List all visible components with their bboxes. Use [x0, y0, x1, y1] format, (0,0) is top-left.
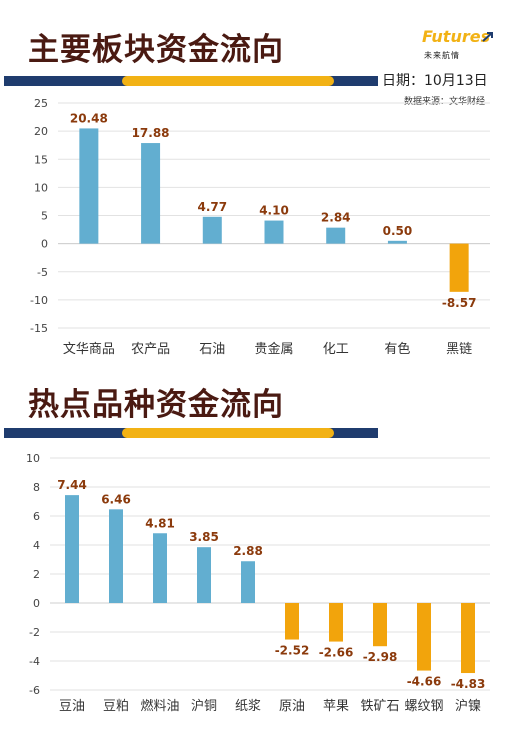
- bar: [109, 509, 123, 603]
- y-tick-label: -6: [29, 684, 40, 697]
- y-tick-label: 10: [26, 452, 40, 465]
- y-tick-label: 10: [34, 181, 48, 194]
- bar: [153, 533, 167, 603]
- data-label: 6.46: [101, 492, 131, 506]
- y-tick-label: -5: [37, 266, 48, 279]
- bar: [373, 603, 387, 647]
- bar: [241, 561, 255, 603]
- data-label: -2.52: [275, 644, 310, 658]
- x-category-label: 苹果: [323, 699, 349, 714]
- data-label: 2.84: [321, 211, 351, 225]
- data-label: 2.88: [233, 544, 263, 558]
- bar: [326, 227, 346, 244]
- data-label: 4.77: [197, 200, 227, 214]
- x-category-label: 石油: [199, 342, 225, 357]
- logo-arrow-icon: [482, 32, 493, 42]
- data-label: 17.88: [132, 126, 170, 140]
- x-category-label: 沪铜: [191, 698, 217, 714]
- x-category-label: 有色: [384, 341, 410, 357]
- x-category-label: 化工: [323, 342, 349, 357]
- x-category-label: 贵金属: [254, 341, 293, 357]
- y-tick-label: -10: [30, 294, 48, 307]
- x-category-label: 豆粕: [103, 699, 129, 714]
- y-tick-label: 0: [41, 238, 48, 251]
- y-tick-label: 0: [33, 597, 40, 610]
- logo-subtitle: 未来航情: [424, 51, 460, 60]
- x-category-label: 文华商品: [63, 342, 115, 357]
- y-tick-label: 8: [33, 481, 40, 494]
- bar: [141, 143, 161, 244]
- y-tick-label: 4: [33, 539, 40, 552]
- x-category-label: 纸浆: [235, 699, 261, 714]
- data-label: 0.50: [383, 224, 413, 238]
- source-value: 文华财经: [449, 97, 486, 107]
- data-label: -2.98: [363, 650, 398, 664]
- y-tick-label: -15: [30, 322, 48, 335]
- logo-brand: Futures: [422, 27, 491, 46]
- y-tick-label: 20: [34, 125, 48, 138]
- date-line: 日期：10月13日: [382, 70, 488, 90]
- bar: [449, 243, 469, 292]
- y-tick-label: 15: [34, 153, 48, 166]
- header-stripe-2: [4, 428, 378, 438]
- bar: [65, 495, 79, 603]
- bar: [417, 603, 431, 671]
- bar: [197, 547, 211, 603]
- bar: [387, 240, 407, 244]
- source-label: 数据来源：: [404, 97, 450, 107]
- bar: [461, 603, 475, 674]
- date-value: 10月13日: [424, 73, 488, 89]
- y-tick-label: -4: [29, 655, 40, 668]
- date-label: 日期：: [382, 73, 424, 89]
- bar: [202, 216, 222, 244]
- data-label: 20.48: [70, 111, 108, 125]
- x-category-label: 铁矿石: [360, 699, 399, 714]
- x-category-label: 豆油: [59, 699, 85, 714]
- x-category-label: 黑链: [446, 342, 472, 357]
- y-tick-label: 6: [33, 510, 40, 523]
- data-label: 4.81: [145, 516, 175, 530]
- bar: [329, 603, 343, 642]
- x-category-label: 燃料油: [140, 698, 179, 714]
- futures-logo: Futures 未来航情: [422, 28, 494, 68]
- data-label: 4.10: [259, 204, 289, 218]
- x-category-label: 螺纹钢: [404, 699, 443, 714]
- data-label: -2.66: [319, 646, 354, 660]
- section-title-hot-varieties: 热点品种资金流向: [28, 387, 284, 423]
- bar: [285, 603, 299, 640]
- data-label: -4.83: [451, 677, 486, 691]
- data-source-line: 数据来源：文华财经: [404, 94, 485, 107]
- section-title-main-sectors: 主要板块资金流向: [28, 32, 284, 68]
- x-category-label: 原油: [279, 699, 305, 714]
- y-tick-label: -2: [29, 626, 40, 639]
- x-category-label: 沪镍: [455, 698, 481, 714]
- data-label: -4.66: [407, 675, 442, 689]
- bar: [79, 128, 99, 244]
- data-label: -8.57: [442, 296, 477, 310]
- data-label: 7.44: [57, 478, 87, 492]
- chart-main-sectors: 25 20 15 10 5 0 -5 -10 -15 20.48 文华商品 17.88 农产品 4.77 石…: [30, 97, 490, 357]
- y-tick-label: 25: [34, 97, 48, 110]
- y-tick-label: 2: [33, 568, 40, 581]
- chart-hot-varieties: 10 8 6 4 2 0 -2 -4 -6 7.44 豆油 6.46 豆粕 4.81 燃料油 3.85 沪铜 2.…: [26, 452, 490, 714]
- x-category-label: 农产品: [131, 342, 170, 357]
- data-label: 3.85: [189, 530, 219, 544]
- header-stripe-1: [4, 76, 378, 86]
- bar: [264, 220, 284, 244]
- y-tick-label: 5: [41, 210, 48, 223]
